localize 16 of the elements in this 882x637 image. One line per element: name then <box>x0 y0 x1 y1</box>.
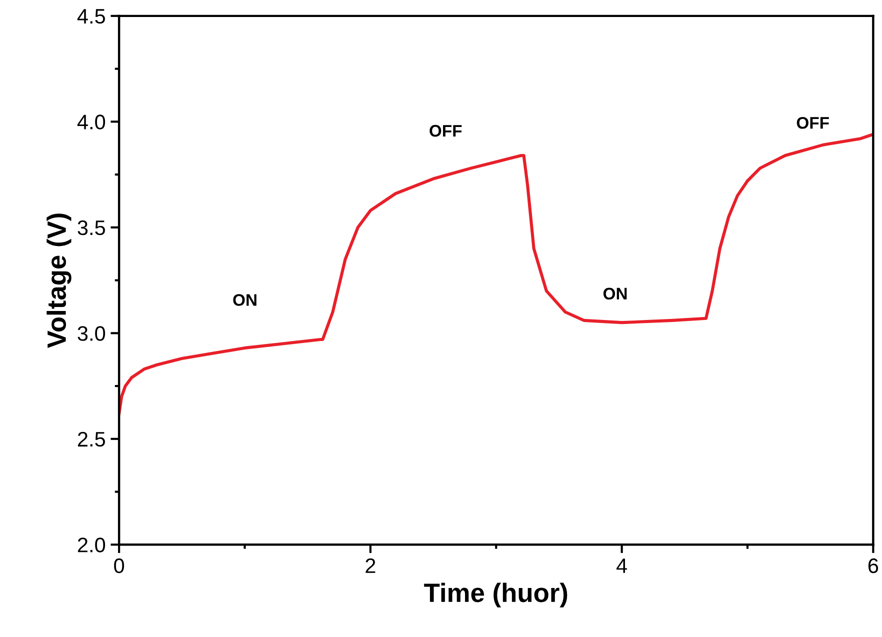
annotation: ON <box>233 294 256 306</box>
x-tick-label: 4 <box>616 558 627 573</box>
x-tick-label: 6 <box>868 558 878 574</box>
y-tick-label: 3.0 <box>78 326 106 341</box>
y-tick-label: 4.0 <box>77 114 106 130</box>
y-tick-label: 2.5 <box>78 432 106 447</box>
x-axis-title: Time (huor) <box>424 582 568 608</box>
annotation: OFF <box>430 124 462 137</box>
x-tick-label: 2 <box>366 558 376 573</box>
annotation: OFF <box>796 116 829 129</box>
x-tick-label: 0 <box>114 558 124 574</box>
y-tick-label: 3.5 <box>78 220 106 236</box>
y-axis-title: Voltage (V) <box>46 214 72 348</box>
y-tick-label: 4.5 <box>77 9 106 24</box>
annotation: ON <box>603 288 627 300</box>
y-tick-label: 2.0 <box>78 538 106 552</box>
